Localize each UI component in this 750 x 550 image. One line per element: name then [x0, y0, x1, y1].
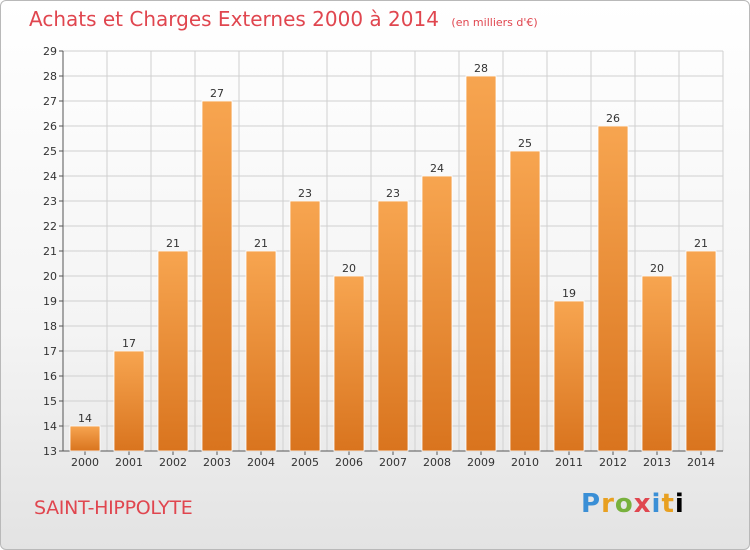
data-label: 20: [342, 262, 356, 275]
bar: [509, 150, 541, 452]
data-label: 23: [386, 187, 400, 200]
y-tick-label: 17: [43, 345, 57, 358]
y-tick-label: 21: [43, 245, 57, 258]
x-tick-label: 2013: [643, 456, 671, 469]
data-label: 21: [166, 237, 180, 250]
logo-letter: x: [633, 489, 652, 519]
logo-letter: r: [601, 489, 615, 519]
x-tick-label: 2000: [71, 456, 99, 469]
data-label: 21: [254, 237, 268, 250]
x-tick-label: 2002: [159, 456, 187, 469]
data-labels: 14 17 21 27 21 23 20 23 24 28 25 19 26 20 21: [78, 62, 708, 425]
bar: [333, 275, 365, 452]
data-label: 24: [430, 162, 444, 175]
x-tick-label: 2008: [423, 456, 451, 469]
x-tick-label: 2005: [291, 456, 319, 469]
data-label: 26: [606, 112, 620, 125]
bar: [641, 275, 673, 452]
data-label: 14: [78, 412, 92, 425]
proxiti-logo: Proxiti: [581, 489, 685, 519]
bar: [597, 125, 629, 452]
y-tick-label: 26: [43, 120, 57, 133]
bar: [685, 250, 717, 452]
y-tick-label: 18: [43, 320, 57, 333]
chart-unit: (en milliers d'€): [451, 16, 538, 29]
data-label: 28: [474, 62, 488, 75]
logo-letter: P: [581, 489, 602, 519]
y-tick-label: 16: [43, 370, 57, 383]
x-tick-label: 2009: [467, 456, 495, 469]
bars: [69, 75, 717, 452]
bar: [289, 200, 321, 452]
y-tick-label: 24: [43, 170, 57, 183]
data-label: 27: [210, 87, 224, 100]
bar: [421, 175, 453, 452]
chart-title: Achats et Charges Externes 2000 à 2014: [29, 7, 439, 31]
y-tick-label: 22: [43, 220, 57, 233]
y-tick-label: 19: [43, 295, 57, 308]
x-tick-label: 2004: [247, 456, 275, 469]
logo-letter: o: [614, 489, 634, 519]
commune-name: SAINT-HIPPOLYTE: [34, 497, 193, 519]
data-label: 21: [694, 237, 708, 250]
logo-letter: t: [661, 489, 675, 519]
title-row: Achats et Charges Externes 2000 à 2014 (…: [29, 7, 538, 31]
y-tick-label: 14: [43, 420, 57, 433]
logo-letter: i: [651, 489, 662, 519]
x-tick-label: 2014: [687, 456, 715, 469]
logo-letter: i: [674, 489, 685, 519]
y-tick-label: 13: [43, 445, 57, 458]
data-label: 25: [518, 137, 532, 150]
y-tick-label: 29: [43, 45, 57, 58]
y-tick-label: 27: [43, 95, 57, 108]
x-tick-label: 2001: [115, 456, 143, 469]
data-label: 17: [122, 337, 136, 350]
data-label: 23: [298, 187, 312, 200]
bar: [465, 75, 497, 452]
bar: [377, 200, 409, 452]
x-tick-label: 2012: [599, 456, 627, 469]
y-tick-label: 23: [43, 195, 57, 208]
bar: [553, 300, 585, 452]
x-tick-label: 2010: [511, 456, 539, 469]
x-tick-label: 2011: [555, 456, 583, 469]
bar: [157, 250, 189, 452]
y-tick-label: 28: [43, 70, 57, 83]
bar: [201, 100, 233, 452]
bar: [245, 250, 277, 452]
data-label: 20: [650, 262, 664, 275]
bar: [69, 425, 101, 452]
x-tick-label: 2003: [203, 456, 231, 469]
x-tick-label: 2007: [379, 456, 407, 469]
y-tick-label: 25: [43, 145, 57, 158]
bar: [113, 350, 145, 452]
data-label: 19: [562, 287, 576, 300]
y-tick-label: 15: [43, 395, 57, 408]
x-tick-label: 2006: [335, 456, 363, 469]
y-tick-label: 20: [43, 270, 57, 283]
